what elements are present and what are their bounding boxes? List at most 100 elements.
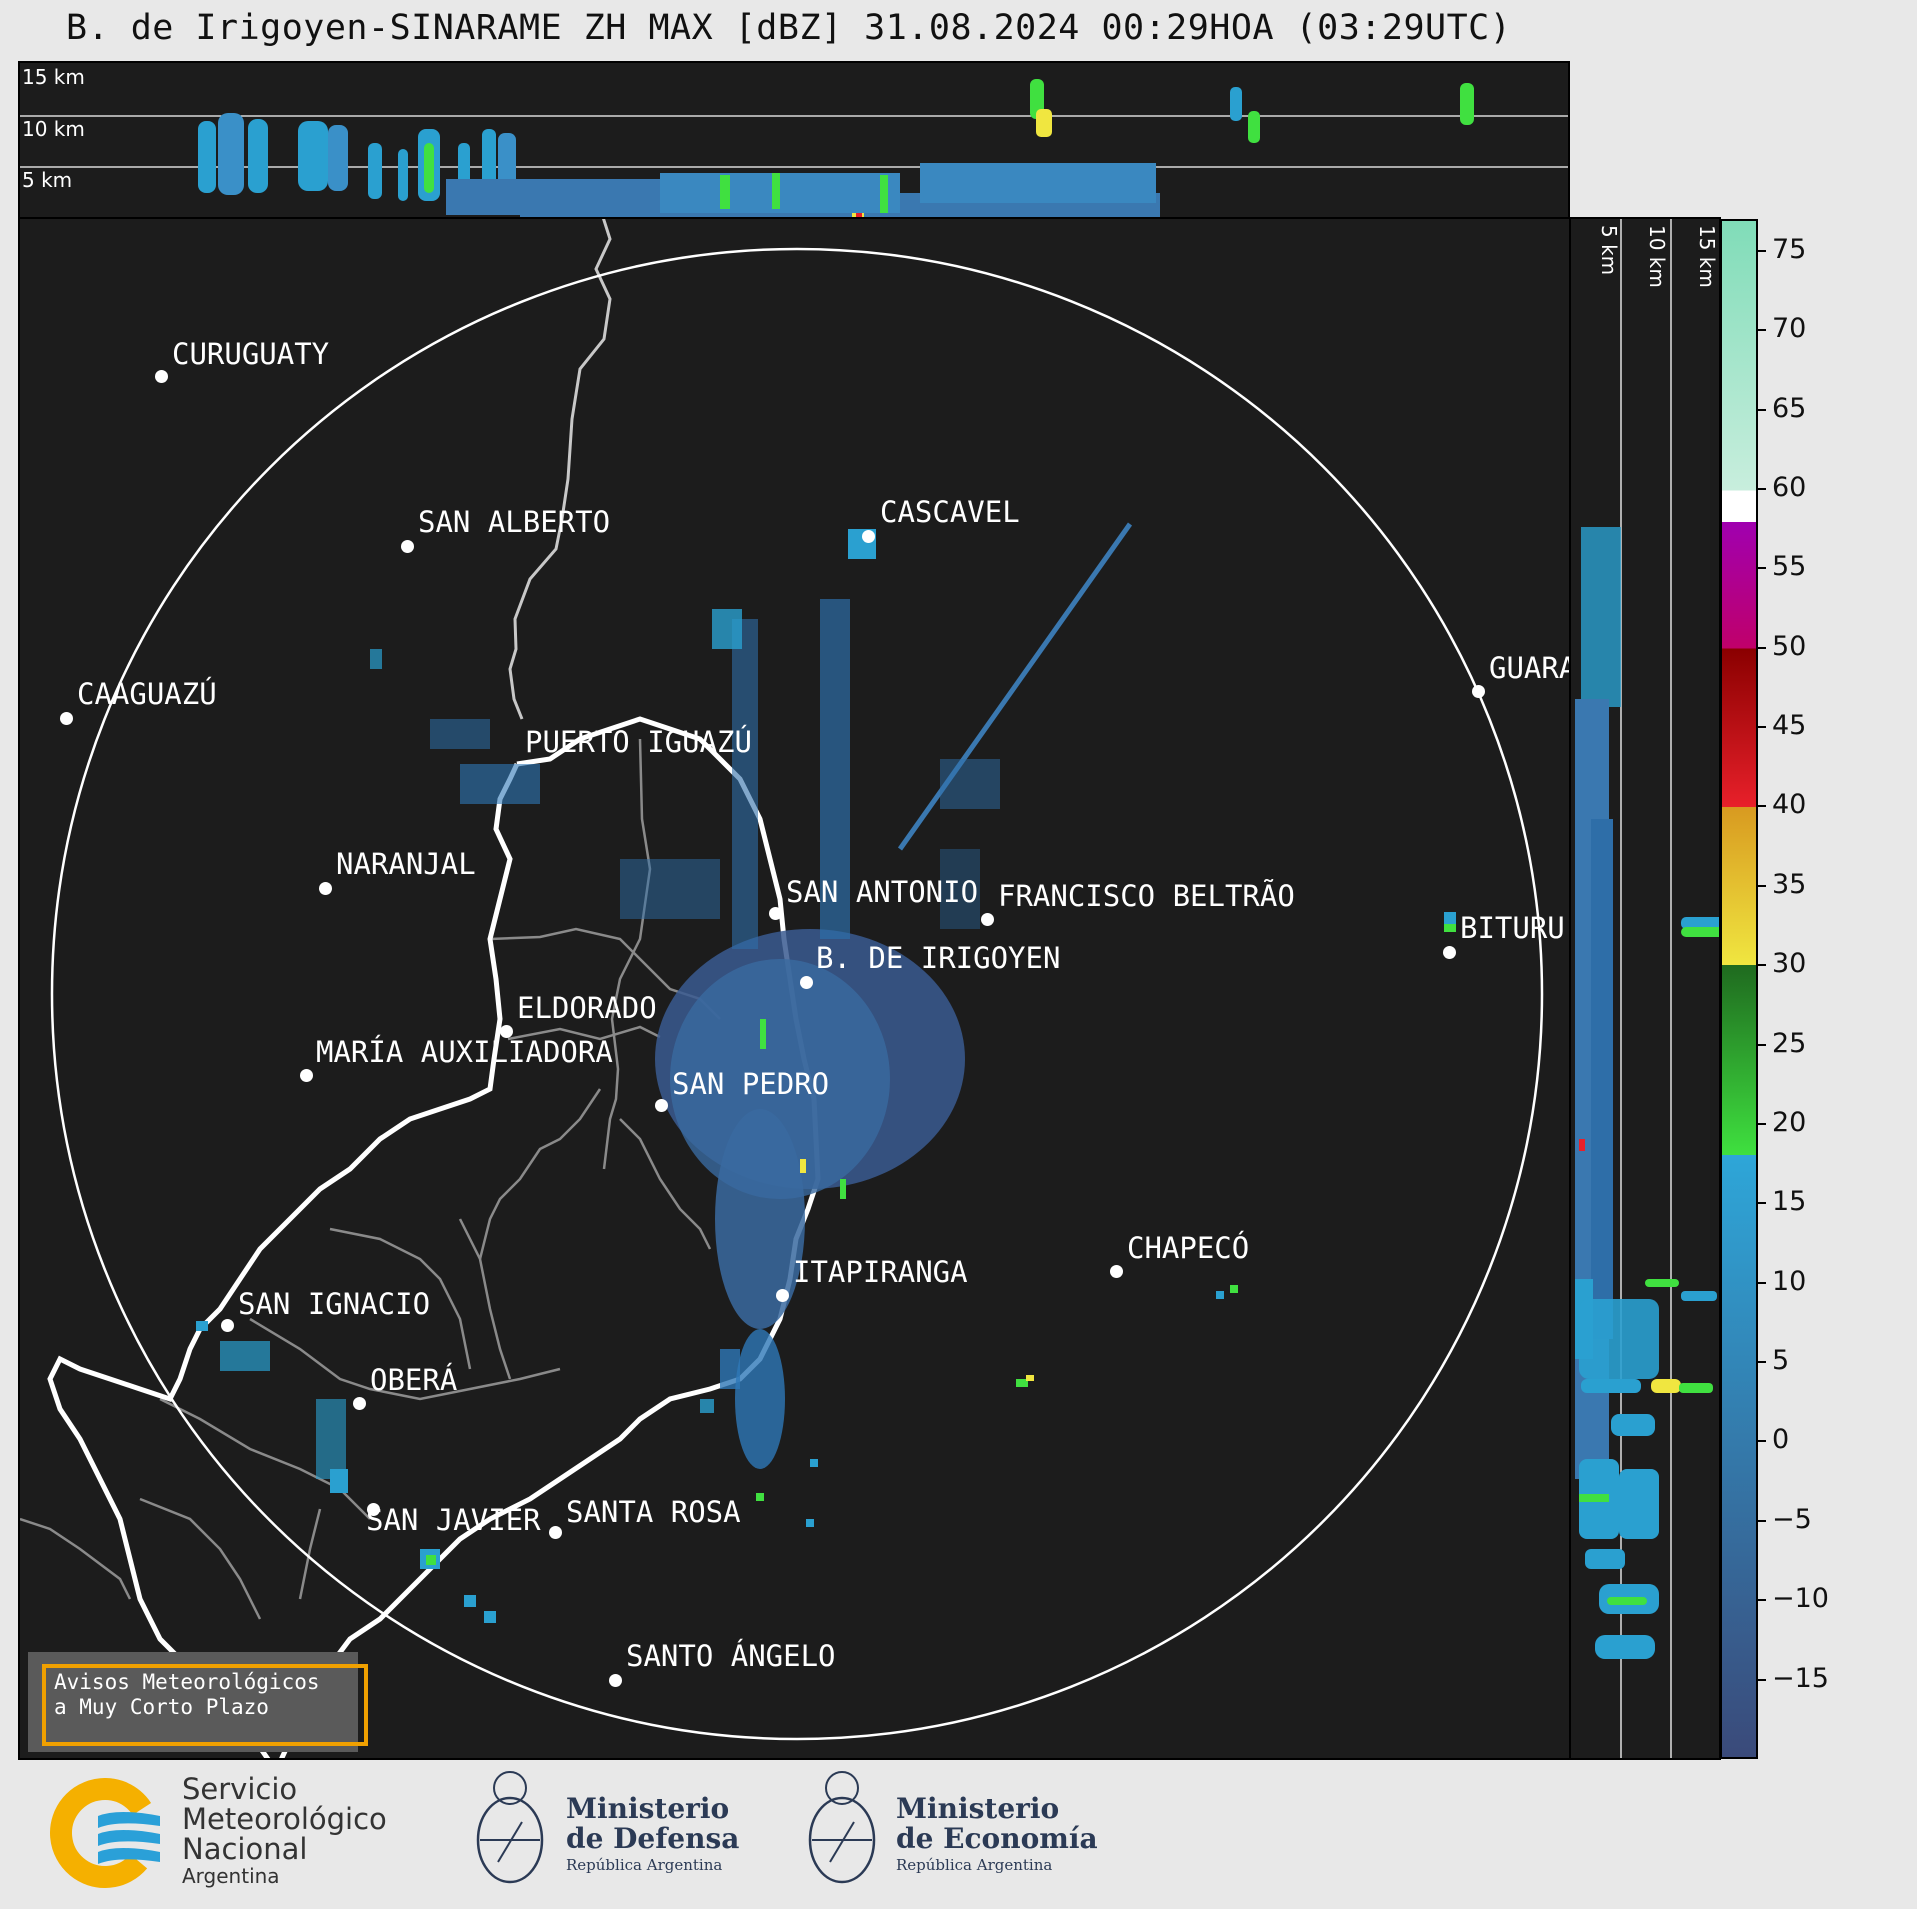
city-dot-guara bbox=[1472, 685, 1485, 698]
top-echo-columns bbox=[198, 79, 1474, 217]
colorbar-tick bbox=[1758, 1043, 1766, 1046]
colorbar-tick bbox=[1758, 1202, 1766, 1205]
city-dot-b-de-irigoyen bbox=[800, 976, 813, 989]
city-dot-san-antonio bbox=[769, 907, 782, 920]
city-label-caaguazu: CAAGUAZÚ bbox=[77, 677, 217, 711]
avisos-box[interactable]: Avisos Meteorológicos a Muy Corto Plazo bbox=[28, 1652, 368, 1752]
colorbar-tick-label: 10 bbox=[1772, 1265, 1807, 1297]
colorbar-tick-label: 50 bbox=[1772, 630, 1807, 662]
smn-logo-mark bbox=[50, 1778, 160, 1888]
colorbar-tick bbox=[1758, 646, 1766, 649]
city-label-santo-angelo: SANTO ÁNGELO bbox=[626, 1639, 836, 1673]
colorbar-tick-label: −10 bbox=[1772, 1583, 1829, 1615]
city-label-san-ignacio: SAN IGNACIO bbox=[238, 1287, 431, 1321]
smn-line4: Argentina bbox=[182, 1864, 280, 1888]
economia-logo-text: Ministerio de Economía República Argenti… bbox=[896, 1794, 1098, 1876]
colorbar-tick-label: 40 bbox=[1772, 789, 1807, 821]
colorbar-tick-label: −15 bbox=[1772, 1662, 1829, 1694]
city-label-santa-rosa: SANTA ROSA bbox=[566, 1495, 741, 1529]
city-label-curuguaty: CURUGUATY bbox=[172, 337, 330, 371]
colorbar-tick-label: 25 bbox=[1772, 1027, 1807, 1059]
city-label-naranjal: NARANJAL bbox=[336, 847, 476, 881]
city-dot-santo-angelo bbox=[609, 1674, 622, 1687]
radar-echoes bbox=[196, 522, 1456, 1623]
city-label-obera: OBERÁ bbox=[370, 1363, 458, 1397]
colorbar-tick-label: 60 bbox=[1772, 471, 1807, 503]
city-dot-itapiranga bbox=[776, 1289, 789, 1302]
defensa-emblem-icon bbox=[468, 1762, 552, 1896]
city-dot-francisco-beltrao bbox=[981, 913, 994, 926]
city-label-maria-auxiliadora: MARÍA AUXILIADORA bbox=[316, 1035, 613, 1069]
international-border bbox=[47, 762, 520, 1758]
smn-line1: Servicio bbox=[182, 1772, 298, 1806]
colorbar-tick bbox=[1758, 567, 1766, 570]
side-echo-columns bbox=[1575, 527, 1719, 1659]
colorbar-tick bbox=[1758, 1678, 1766, 1681]
colorbar-tick bbox=[1758, 1361, 1766, 1364]
colorbar-tick-label: 30 bbox=[1772, 948, 1807, 980]
city-label-b-de-irigoyen: B. DE IRIGOYEN bbox=[816, 941, 1061, 975]
colorbar-tick bbox=[1758, 964, 1766, 967]
colorbar-tick bbox=[1758, 726, 1766, 729]
colorbar-tick bbox=[1758, 408, 1766, 411]
city-dot-bituru bbox=[1443, 946, 1456, 959]
colorbar-tick-label: 45 bbox=[1772, 710, 1807, 742]
colorbar-tick-label: 0 bbox=[1772, 1424, 1790, 1456]
colorbar-tick bbox=[1758, 329, 1766, 332]
city-dot-eldorado bbox=[500, 1025, 513, 1038]
radar-map-panel: CURUGUATY SAN ALBERTO CASCAVEL CAAGUAZÚ … bbox=[18, 217, 1571, 1760]
colorbar-tick-label: 75 bbox=[1772, 233, 1807, 265]
colorbar-tick bbox=[1758, 1519, 1766, 1522]
city-dot-caaguazu bbox=[60, 712, 73, 725]
colorbar-tick bbox=[1758, 1281, 1766, 1284]
economia-line3: República Argentina bbox=[896, 1856, 1053, 1874]
colorbar-tick bbox=[1758, 1440, 1766, 1443]
city-label-puerto-iguazu: PUERTO IGUAZÚ bbox=[525, 725, 752, 759]
colorbar-tick bbox=[1758, 249, 1766, 252]
avisos-line1: Avisos Meteorológicos bbox=[54, 1670, 320, 1694]
city-dot-naranjal bbox=[319, 882, 332, 895]
colorbar-tick-label: 55 bbox=[1772, 551, 1807, 583]
city-label-san-alberto: SAN ALBERTO bbox=[418, 505, 611, 539]
city-label-san-antonio: SAN ANTONIO bbox=[786, 875, 979, 909]
city-dot-obera bbox=[353, 1397, 366, 1410]
side-height-profile-panel: 5 km 10 km 15 km bbox=[1569, 217, 1721, 1760]
colorbar-tick bbox=[1758, 1122, 1766, 1125]
colorbar-tick-label: 35 bbox=[1772, 868, 1807, 900]
side-label-5km: 5 km bbox=[1597, 225, 1621, 276]
city-dot-san-ignacio bbox=[221, 1319, 234, 1332]
top-label-15km: 15 km bbox=[22, 65, 85, 89]
colorbar-tick-label: 5 bbox=[1772, 1345, 1790, 1377]
top-profile-graphic bbox=[20, 79, 1568, 217]
economia-line1: Ministerio bbox=[896, 1792, 1060, 1825]
defensa-line1: Ministerio bbox=[566, 1792, 730, 1825]
colorbar-tick bbox=[1758, 487, 1766, 490]
city-label-san-pedro: SAN PEDRO bbox=[672, 1067, 830, 1101]
smn-line2: Meteorológico bbox=[182, 1802, 387, 1836]
economia-line2: de Economía bbox=[896, 1822, 1098, 1855]
colorbar-tick bbox=[1758, 1599, 1766, 1602]
colorbar-tick-label: 70 bbox=[1772, 313, 1807, 345]
city-dot-santa-rosa bbox=[549, 1526, 562, 1539]
city-label-itapiranga: ITAPIRANGA bbox=[793, 1255, 968, 1289]
city-dot-san-pedro bbox=[655, 1099, 668, 1112]
city-label-bituru: BITURU bbox=[1460, 911, 1565, 945]
city-label-francisco-beltrao: FRANCISCO BELTRÃO bbox=[998, 879, 1295, 913]
defensa-line2: de Defensa bbox=[566, 1822, 740, 1855]
colorbar-tick bbox=[1758, 884, 1766, 887]
colorbar-tick bbox=[1758, 805, 1766, 808]
river-border bbox=[508, 219, 612, 720]
city-dot-san-alberto bbox=[401, 540, 414, 553]
city-label-cascavel: CASCAVEL bbox=[880, 495, 1020, 529]
side-label-15km: 15 km bbox=[1695, 225, 1719, 288]
colorbar-tick-label: 20 bbox=[1772, 1106, 1807, 1138]
city-dot-san-javier bbox=[367, 1503, 380, 1516]
economia-emblem-icon bbox=[800, 1762, 884, 1896]
defensa-line3: República Argentina bbox=[566, 1856, 723, 1874]
colorbar-tick-label: 65 bbox=[1772, 392, 1807, 424]
avisos-link[interactable]: Avisos Meteorológicos a Muy Corto Plazo bbox=[42, 1664, 368, 1746]
city-label-chapeco: CHAPECÓ bbox=[1127, 1231, 1250, 1265]
avisos-line2: a Muy Corto Plazo bbox=[54, 1695, 269, 1719]
side-label-10km: 10 km bbox=[1645, 225, 1669, 288]
smn-line3: Nacional bbox=[182, 1832, 308, 1866]
